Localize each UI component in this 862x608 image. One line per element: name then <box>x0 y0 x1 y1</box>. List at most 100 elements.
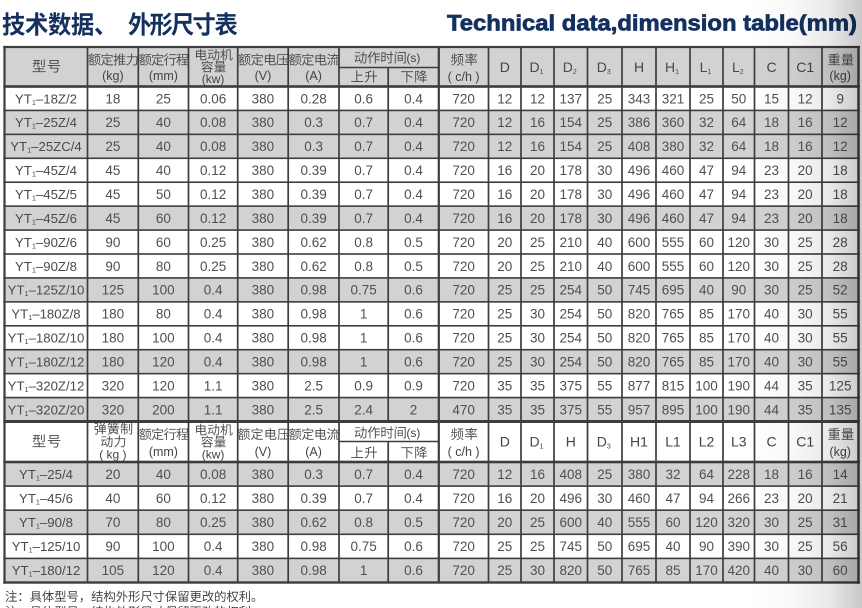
svg-text:25: 25 <box>497 331 512 346</box>
svg-text:25: 25 <box>530 259 545 274</box>
svg-text:YT1–125/10: YT1–125/10 <box>12 539 81 555</box>
svg-text:60: 60 <box>156 235 171 250</box>
svg-text:50: 50 <box>597 355 612 370</box>
svg-text:0.6: 0.6 <box>354 91 373 106</box>
svg-text:50: 50 <box>597 283 612 298</box>
svg-text:12: 12 <box>497 115 512 130</box>
svg-text:1: 1 <box>360 331 368 346</box>
svg-text:460: 460 <box>662 211 685 226</box>
svg-text:720: 720 <box>452 283 475 298</box>
svg-text:0.4: 0.4 <box>404 211 423 226</box>
svg-text:(A): (A) <box>305 445 322 459</box>
svg-text:60: 60 <box>156 491 171 506</box>
svg-text:16: 16 <box>497 491 512 506</box>
svg-text:0.98: 0.98 <box>300 283 326 298</box>
svg-text:35: 35 <box>530 402 545 417</box>
svg-text:32: 32 <box>665 467 680 482</box>
svg-text:30: 30 <box>530 331 545 346</box>
svg-text:2.4: 2.4 <box>354 402 373 417</box>
svg-text:40: 40 <box>699 283 714 298</box>
svg-text:380: 380 <box>252 211 275 226</box>
svg-text:420: 420 <box>728 563 751 578</box>
svg-text:(kw): (kw) <box>202 448 225 462</box>
svg-text:120: 120 <box>728 259 751 274</box>
svg-text:L3: L3 <box>731 434 747 450</box>
svg-text:35: 35 <box>530 378 545 393</box>
svg-text:496: 496 <box>628 163 651 178</box>
svg-text:20: 20 <box>497 259 512 274</box>
svg-text:0.39: 0.39 <box>300 187 326 202</box>
svg-text:600: 600 <box>628 259 651 274</box>
svg-text:460: 460 <box>662 163 685 178</box>
svg-text:30: 30 <box>597 211 612 226</box>
svg-text:720: 720 <box>452 355 475 370</box>
svg-text:0.12: 0.12 <box>200 163 226 178</box>
svg-text:386: 386 <box>628 115 651 130</box>
svg-text:0.5: 0.5 <box>404 235 423 250</box>
svg-text:12: 12 <box>530 91 545 106</box>
svg-text:30: 30 <box>597 163 612 178</box>
svg-text:2.5: 2.5 <box>304 378 323 393</box>
svg-text:50: 50 <box>731 91 746 106</box>
svg-text:D: D <box>500 59 510 75</box>
svg-text:0.62: 0.62 <box>300 259 326 274</box>
svg-text:720: 720 <box>452 539 475 554</box>
svg-text:720: 720 <box>452 467 475 482</box>
svg-text:820: 820 <box>628 331 651 346</box>
svg-text:178: 178 <box>560 211 583 226</box>
svg-text:80: 80 <box>156 307 171 322</box>
svg-text:20: 20 <box>497 235 512 250</box>
svg-text:60: 60 <box>156 211 171 226</box>
svg-text:170: 170 <box>695 563 718 578</box>
svg-text:YT1–180Z/12: YT1–180Z/12 <box>8 355 85 371</box>
svg-text:0.98: 0.98 <box>300 355 326 370</box>
svg-text:25: 25 <box>597 91 612 106</box>
svg-text:0.6: 0.6 <box>404 355 423 370</box>
svg-text:70: 70 <box>105 515 120 530</box>
svg-text:0.3: 0.3 <box>304 115 323 130</box>
svg-text:40: 40 <box>156 163 171 178</box>
svg-text:266: 266 <box>728 491 751 506</box>
svg-text:50: 50 <box>597 563 612 578</box>
svg-text:0.4: 0.4 <box>404 115 423 130</box>
svg-text:765: 765 <box>628 563 651 578</box>
svg-text:0.6: 0.6 <box>404 563 423 578</box>
svg-text:47: 47 <box>699 163 714 178</box>
svg-text:820: 820 <box>628 355 651 370</box>
svg-text:25: 25 <box>497 563 512 578</box>
svg-text:496: 496 <box>628 187 651 202</box>
svg-text:0.4: 0.4 <box>404 467 423 482</box>
svg-text:720: 720 <box>452 307 475 322</box>
svg-text:YT1–125Z/10: YT1–125Z/10 <box>8 283 85 299</box>
svg-text:720: 720 <box>452 115 475 130</box>
svg-text:12: 12 <box>497 91 512 106</box>
svg-text:408: 408 <box>628 139 651 154</box>
svg-text:720: 720 <box>452 235 475 250</box>
svg-text:178: 178 <box>560 187 583 202</box>
svg-text:0.25: 0.25 <box>200 515 226 530</box>
svg-text:720: 720 <box>452 563 475 578</box>
svg-text:0.3: 0.3 <box>304 139 323 154</box>
svg-text:0.08: 0.08 <box>200 467 226 482</box>
svg-text:380: 380 <box>252 378 275 393</box>
svg-text:0.12: 0.12 <box>200 187 226 202</box>
svg-text:0.6: 0.6 <box>404 283 423 298</box>
svg-text:0.7: 0.7 <box>354 187 373 202</box>
svg-text:40: 40 <box>597 235 612 250</box>
svg-text:0.98: 0.98 <box>300 331 326 346</box>
svg-text:765: 765 <box>662 355 685 370</box>
svg-text:25: 25 <box>530 539 545 554</box>
svg-text:0.06: 0.06 <box>200 91 226 106</box>
svg-text:120: 120 <box>695 515 718 530</box>
svg-text:200: 200 <box>152 402 175 417</box>
svg-text:H: H <box>566 434 576 450</box>
svg-text:100: 100 <box>152 283 175 298</box>
svg-text:190: 190 <box>728 402 751 417</box>
svg-text:0.75: 0.75 <box>350 539 376 554</box>
svg-text:94: 94 <box>731 163 747 178</box>
svg-text:25: 25 <box>597 115 612 130</box>
svg-text:60: 60 <box>699 235 714 250</box>
svg-text:YT1–25ZC/4: YT1–25ZC/4 <box>10 139 82 155</box>
svg-text:25: 25 <box>597 467 612 482</box>
svg-text:D: D <box>500 434 510 450</box>
